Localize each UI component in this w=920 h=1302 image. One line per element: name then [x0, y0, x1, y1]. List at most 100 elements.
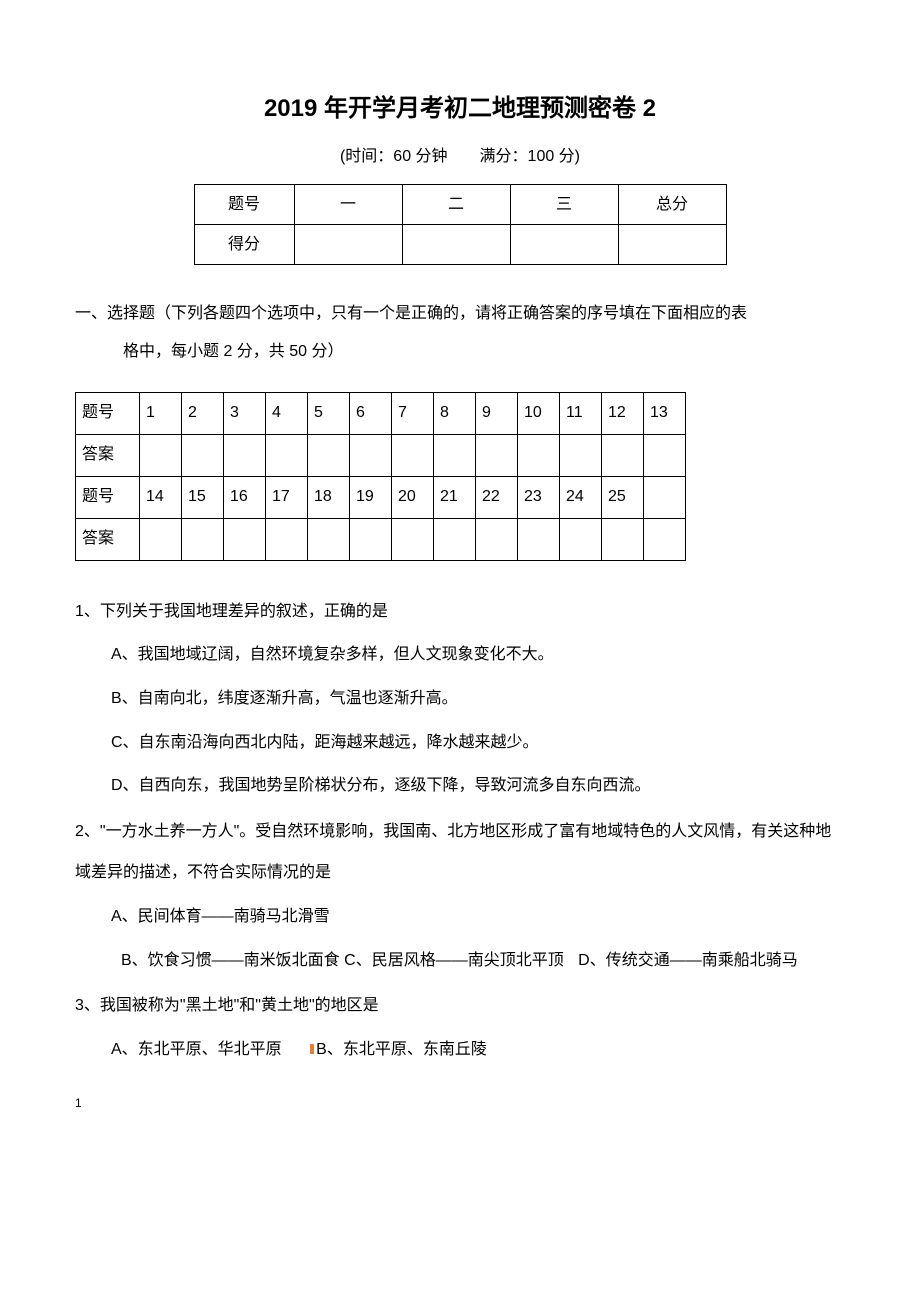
question-options: A、我国地域辽阔，自然环境复杂多样，但人文现象变化不大。 B、自南向北，纬度逐渐…	[75, 634, 845, 806]
answer-cell	[434, 518, 476, 560]
answer-cell	[308, 434, 350, 476]
answer-num: 7	[392, 392, 434, 434]
score-table-col: 三	[510, 184, 618, 224]
answer-num: 5	[308, 392, 350, 434]
section-heading-line1: 一、选择题（下列各题四个选项中，只有一个是正确的，请将正确答案的序号填在下面相应…	[75, 305, 747, 322]
question-options: B、饮食习惯——南米饭北面食 C、民居风格——南尖顶北平顶 D、传统交通——南乘…	[75, 940, 845, 982]
question-stem: 1、下列关于我国地理差异的叙述，正确的是	[75, 591, 845, 633]
option-c: C、民居风格——南尖顶北平顶	[344, 952, 564, 969]
answer-num: 2	[182, 392, 224, 434]
answer-num: 18	[308, 476, 350, 518]
table-row: 题号 一 二 三 总分	[194, 184, 726, 224]
answer-num: 25	[602, 476, 644, 518]
table-row: 得分	[194, 224, 726, 264]
score-cell	[618, 224, 726, 264]
score-table: 题号 一 二 三 总分 得分	[194, 184, 727, 265]
option-d: D、自西向东，我国地势呈阶梯状分布，逐级下降，导致河流多自东向西流。	[111, 765, 845, 807]
answer-num: 13	[644, 392, 686, 434]
option-b: B、东北平原、东南丘陵	[316, 1029, 487, 1071]
score-cell	[294, 224, 402, 264]
answer-num: 6	[350, 392, 392, 434]
answer-num: 19	[350, 476, 392, 518]
answer-cell	[266, 518, 308, 560]
answer-cell	[224, 434, 266, 476]
answer-num: 21	[434, 476, 476, 518]
answer-cell	[140, 518, 182, 560]
answer-cell	[644, 518, 686, 560]
question-options: A、民间体育——南骑马北滑雪	[75, 896, 845, 938]
option-d: D、传统交通——南乘船北骑马	[568, 952, 798, 969]
answer-num: 3	[224, 392, 266, 434]
score-cell	[510, 224, 618, 264]
answer-row-label: 答案	[76, 434, 140, 476]
answer-cell	[308, 518, 350, 560]
answer-num: 10	[518, 392, 560, 434]
score-table-header-label: 题号	[194, 184, 294, 224]
answer-num: 17	[266, 476, 308, 518]
score-table-col: 二	[402, 184, 510, 224]
table-row: 答案	[76, 434, 686, 476]
score-cell	[402, 224, 510, 264]
question-3: 3、我国被称为"黑土地"和"黄土地"的地区是 A、东北平原、华北平原 B、东北平…	[75, 985, 845, 1070]
answer-cell	[224, 518, 266, 560]
question-2: 2、"一方水土养一方人"。受自然环境影响，我国南、北方地区形成了富有地域特色的人…	[75, 811, 845, 981]
table-row: 答案	[76, 518, 686, 560]
answer-cell	[518, 434, 560, 476]
answer-cell	[350, 434, 392, 476]
answer-num: 22	[476, 476, 518, 518]
page-number: 1	[75, 1094, 845, 1113]
answer-cell	[392, 518, 434, 560]
answer-num: 24	[560, 476, 602, 518]
answer-cell	[644, 434, 686, 476]
answer-cell	[434, 434, 476, 476]
option-b: B、自南向北，纬度逐渐升高，气温也逐渐升高。	[111, 678, 845, 720]
answer-num: 11	[560, 392, 602, 434]
answer-num: 12	[602, 392, 644, 434]
answer-num: 23	[518, 476, 560, 518]
answer-cell	[182, 434, 224, 476]
option-b: B、饮食习惯——南米饭北面食	[121, 952, 340, 969]
question-stem: 3、我国被称为"黑土地"和"黄土地"的地区是	[75, 985, 845, 1027]
answer-cell	[518, 518, 560, 560]
score-table-total: 总分	[618, 184, 726, 224]
answer-num: 20	[392, 476, 434, 518]
answer-cell	[476, 434, 518, 476]
answer-cell	[350, 518, 392, 560]
answer-cell	[182, 518, 224, 560]
answer-num: 8	[434, 392, 476, 434]
option-a: A、我国地域辽阔，自然环境复杂多样，但人文现象变化不大。	[111, 634, 845, 676]
answer-cell	[140, 434, 182, 476]
page-subtitle: (时间：60 分钟 满分：100 分)	[75, 144, 845, 170]
question-stem: 2、"一方水土养一方人"。受自然环境影响，我国南、北方地区形成了富有地域特色的人…	[75, 811, 845, 894]
question-stem-line2: 域差异的描述，不符合实际情况的是	[75, 864, 331, 881]
score-label: 得分	[194, 224, 294, 264]
answer-row-label: 题号	[76, 476, 140, 518]
answer-cell	[560, 434, 602, 476]
question-options: A、东北平原、华北平原 B、东北平原、东南丘陵	[75, 1029, 845, 1071]
page-title: 2019 年开学月考初二地理预测密卷 2	[75, 90, 845, 128]
answer-row-label: 题号	[76, 392, 140, 434]
answer-cell	[476, 518, 518, 560]
table-row: 题号 14 15 16 17 18 19 20 21 22 23 24 25	[76, 476, 686, 518]
accent-marker-icon	[310, 1044, 314, 1054]
answer-num: 4	[266, 392, 308, 434]
option-c: C、自东南沿海向西北内陆，距海越来越远，降水越来越少。	[111, 722, 845, 764]
answer-num: 15	[182, 476, 224, 518]
answer-num: 16	[224, 476, 266, 518]
answer-cell	[266, 434, 308, 476]
option-a: A、东北平原、华北平原	[111, 1029, 282, 1071]
answer-num: 14	[140, 476, 182, 518]
answer-num: 9	[476, 392, 518, 434]
answer-num	[644, 476, 686, 518]
answer-cell	[602, 434, 644, 476]
answer-row-label: 答案	[76, 518, 140, 560]
answer-cell	[560, 518, 602, 560]
section-heading-line2: 格中，每小题 2 分，共 50 分）	[75, 333, 845, 371]
question-stem-line1: 2、"一方水土养一方人"。受自然环境影响，我国南、北方地区形成了富有地域特色的人…	[75, 823, 831, 840]
answer-cell	[602, 518, 644, 560]
score-table-col: 一	[294, 184, 402, 224]
answer-table: 题号 1 2 3 4 5 6 7 8 9 10 11 12 13 答案 题号 1…	[75, 392, 686, 561]
table-row: 题号 1 2 3 4 5 6 7 8 9 10 11 12 13	[76, 392, 686, 434]
answer-cell	[392, 434, 434, 476]
question-1: 1、下列关于我国地理差异的叙述，正确的是 A、我国地域辽阔，自然环境复杂多样，但…	[75, 591, 845, 807]
